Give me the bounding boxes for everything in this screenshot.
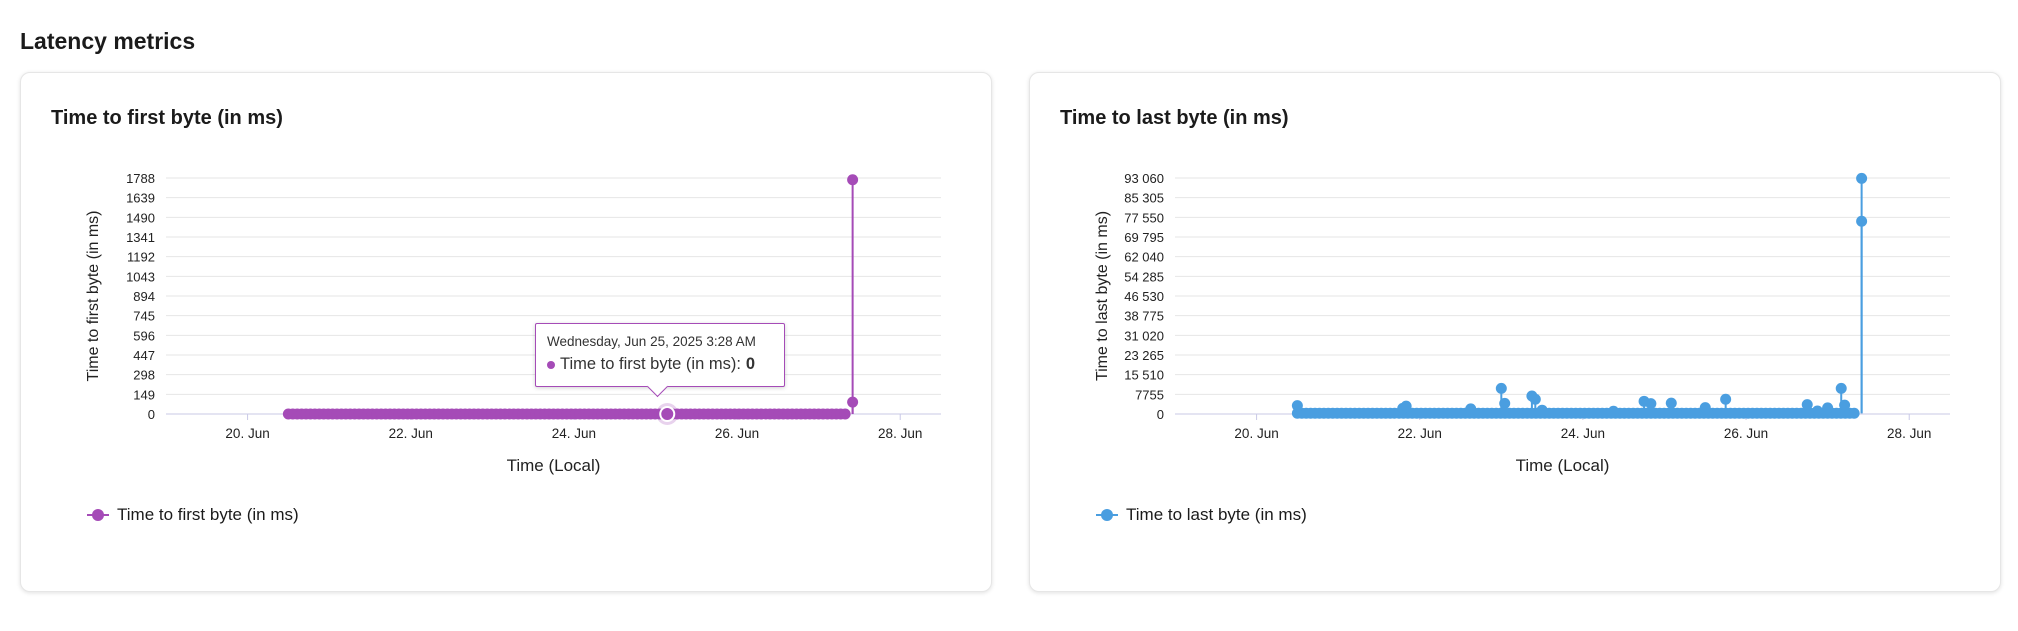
y-tick-label: 1341	[126, 230, 155, 245]
data-point	[1499, 397, 1511, 409]
y-axis-title: Time to last byte (in ms)	[1094, 211, 1111, 381]
y-tick-label: 1043	[126, 269, 155, 284]
x-tick-label: 22. Jun	[1398, 426, 1442, 441]
ttlb-chart[interactable]: 0 7755 15 510 23 265 31 020 38 775 46 530 54 28…	[1030, 73, 2000, 591]
y-tick-label: 15 510	[1124, 368, 1164, 383]
y-tick-label: 69 795	[1124, 230, 1164, 245]
x-tick-label: 26. Jun	[1724, 426, 1768, 441]
y-tick-label: 93 060	[1124, 171, 1164, 186]
section-title: Latency metrics	[20, 28, 196, 54]
chart-tooltip: Wednesday, Jun 25, 2025 3:28 AM Time to …	[535, 323, 785, 398]
legend-label: Time to last byte (in ms)	[1126, 505, 1307, 524]
y-tick-label: 23 265	[1124, 348, 1164, 363]
tooltip-date: Wednesday, Jun 25, 2025 3:28 AM	[547, 334, 756, 349]
y-tick-label: 54 285	[1124, 269, 1164, 284]
y-tick-label: 1192	[127, 250, 155, 265]
x-tick-label: 28. Jun	[878, 426, 922, 441]
data-point	[1495, 382, 1507, 394]
data-point	[1529, 393, 1541, 405]
x-tick-label: 22. Jun	[389, 426, 433, 441]
y-tick-label: 62 040	[1124, 250, 1164, 265]
data-point	[1856, 172, 1868, 184]
data-point	[1645, 398, 1657, 410]
y-tick-label: 46 530	[1124, 289, 1164, 304]
data-point	[1801, 399, 1813, 411]
data-point	[1839, 399, 1851, 411]
y-axis-title: Time to first byte (in ms)	[85, 211, 102, 382]
tooltip-dot-icon	[547, 360, 555, 369]
y-tick-label: 77 550	[1124, 210, 1164, 225]
data-point	[1856, 215, 1868, 227]
y-tick-label: 298	[133, 368, 155, 383]
y-tick-label: 85 305	[1124, 191, 1164, 206]
y-tick-label: 0	[148, 407, 155, 422]
y-tick-label: 0	[1157, 407, 1164, 422]
hover-point	[659, 406, 676, 422]
data-point	[1291, 400, 1303, 412]
y-tick-label: 149	[133, 387, 155, 402]
data-point	[1811, 405, 1823, 417]
x-axis-title: Time (Local)	[507, 456, 601, 475]
data-point	[1720, 393, 1732, 405]
chart-title: Time to last byte (in ms)	[1060, 107, 1289, 129]
x-tick-label: 20. Jun	[1234, 426, 1278, 441]
y-tick-label: 1639	[126, 191, 155, 206]
x-tick-label: 28. Jun	[1887, 426, 1931, 441]
tooltip-series-label: Time to first byte (in ms):	[560, 355, 741, 373]
data-point	[847, 396, 859, 408]
data-point	[839, 408, 851, 420]
data-point	[1665, 397, 1677, 409]
y-tick-label: 38 775	[1124, 309, 1164, 324]
y-tick-label: 894	[133, 289, 155, 304]
legend-marker-icon	[1096, 509, 1118, 521]
data-point	[1607, 405, 1619, 417]
data-point	[1822, 402, 1834, 414]
x-tick-label: 20. Jun	[225, 426, 269, 441]
x-tick-label: 24. Jun	[552, 426, 596, 441]
legend-label: Time to first byte (in ms)	[117, 505, 299, 524]
y-tick-label: 1788	[126, 171, 155, 186]
y-tick-label: 1490	[126, 210, 155, 225]
ttfb-chart[interactable]: 0 149 298 447 596 745 894 1043 1192 1341 1490 1639 1…	[21, 73, 991, 591]
legend-marker-icon	[87, 509, 109, 521]
data-point	[1400, 400, 1412, 412]
x-tick-label: 24. Jun	[1561, 426, 1605, 441]
data-point	[1536, 404, 1548, 416]
data-point	[1699, 402, 1711, 414]
x-axis-title: Time (Local)	[1516, 456, 1610, 475]
x-tick-label: 26. Jun	[715, 426, 759, 441]
y-tick-label: 596	[133, 328, 155, 343]
ttfb-chart-card: Time to first byte (in ms) 0 149 298 447 596…	[20, 72, 992, 592]
chart-legend[interactable]: Time to first byte (in ms)	[87, 505, 299, 525]
data-point	[1835, 382, 1847, 394]
data-point	[847, 174, 859, 186]
tooltip-value: 0	[745, 355, 756, 373]
data-point	[1465, 403, 1477, 415]
y-tick-label: 31 020	[1124, 328, 1164, 343]
y-tick-label: 745	[133, 309, 155, 324]
chart-legend[interactable]: Time to last byte (in ms)	[1096, 505, 1307, 525]
y-tick-label: 447	[133, 348, 155, 363]
data-point	[1848, 407, 1860, 419]
chart-title: Time to first byte (in ms)	[51, 107, 283, 129]
y-tick-label: 7755	[1135, 387, 1164, 402]
ttlb-chart-card: Time to last byte (in ms) 0 7755 15 510 23 …	[1029, 72, 2001, 592]
